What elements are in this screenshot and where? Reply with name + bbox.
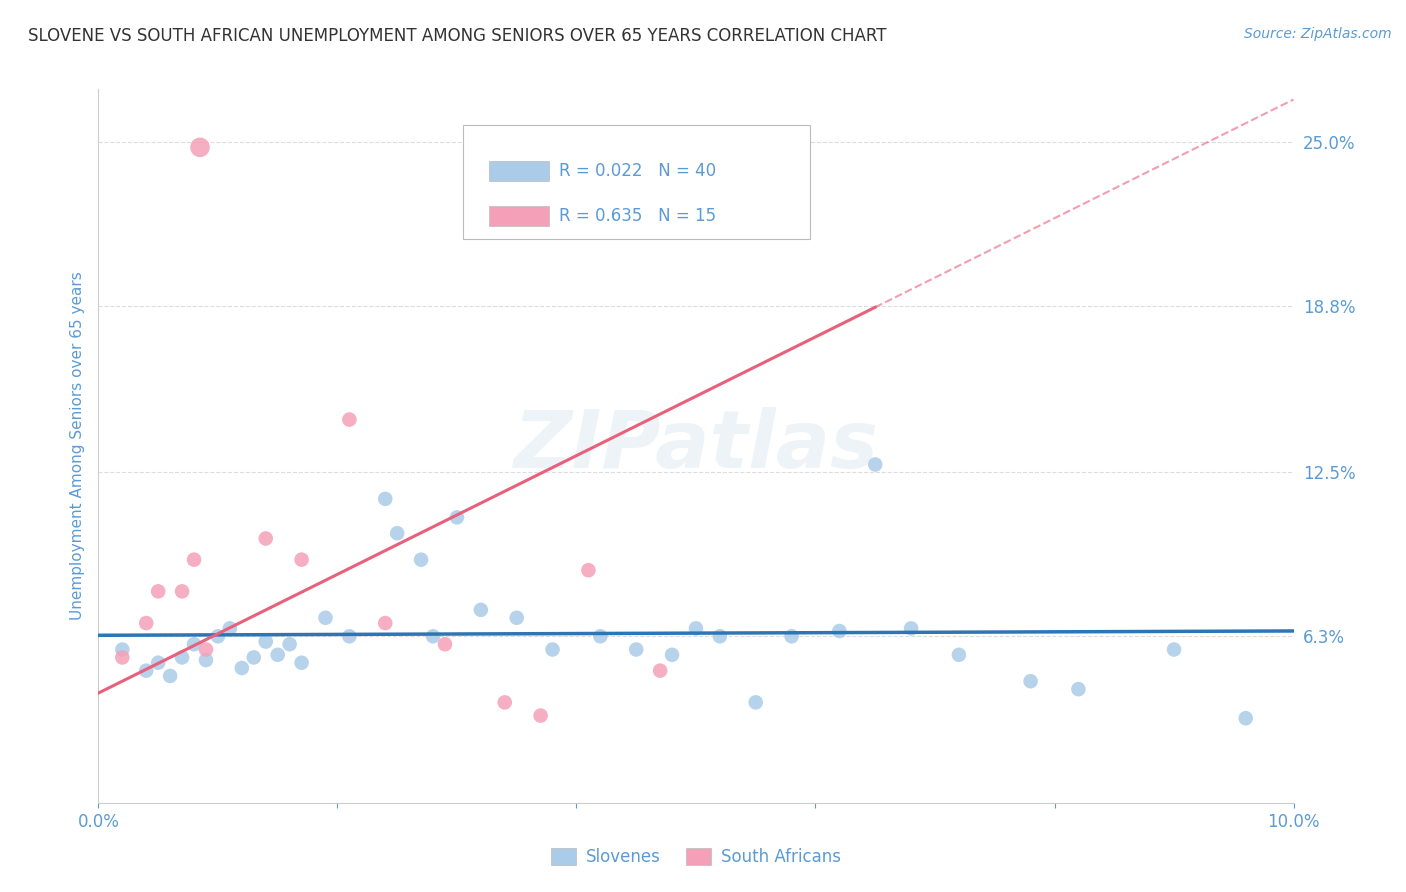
FancyBboxPatch shape xyxy=(463,125,810,239)
Point xyxy=(745,695,768,709)
Point xyxy=(900,621,922,635)
Point xyxy=(111,642,134,657)
Point xyxy=(135,616,157,631)
Text: SLOVENE VS SOUTH AFRICAN UNEMPLOYMENT AMONG SENIORS OVER 65 YEARS CORRELATION CH: SLOVENE VS SOUTH AFRICAN UNEMPLOYMENT AM… xyxy=(28,27,887,45)
Point xyxy=(506,611,529,625)
Point xyxy=(434,637,457,651)
Text: Source: ZipAtlas.com: Source: ZipAtlas.com xyxy=(1244,27,1392,41)
Point xyxy=(291,552,314,566)
Point xyxy=(422,629,444,643)
Point xyxy=(661,648,683,662)
Point xyxy=(446,510,468,524)
Point xyxy=(195,642,218,657)
Point xyxy=(111,650,134,665)
Legend: Slovenes, South Africans: Slovenes, South Africans xyxy=(544,841,848,873)
Point xyxy=(195,653,218,667)
Point xyxy=(172,584,194,599)
Point xyxy=(183,552,205,566)
Point xyxy=(135,664,157,678)
Point xyxy=(278,637,301,651)
Point xyxy=(709,629,731,643)
Point xyxy=(1067,682,1090,697)
Point xyxy=(374,491,396,506)
Point xyxy=(267,648,290,662)
Point xyxy=(529,708,551,723)
Point xyxy=(650,664,672,678)
Point xyxy=(148,656,170,670)
Text: R = 0.022   N = 40: R = 0.022 N = 40 xyxy=(560,161,716,179)
Point xyxy=(231,661,253,675)
Point xyxy=(685,621,707,635)
Point xyxy=(183,637,205,651)
Point xyxy=(828,624,851,638)
Point xyxy=(411,552,433,566)
Point xyxy=(948,648,970,662)
Point xyxy=(159,669,181,683)
Point xyxy=(243,650,266,665)
Point xyxy=(339,629,360,643)
Point xyxy=(385,526,409,541)
Text: ZIPatlas: ZIPatlas xyxy=(513,407,879,485)
Point xyxy=(578,563,600,577)
Point xyxy=(589,629,612,643)
Point xyxy=(219,621,242,635)
Point xyxy=(541,642,564,657)
Point xyxy=(315,611,337,625)
Point xyxy=(148,584,170,599)
Text: R = 0.635   N = 15: R = 0.635 N = 15 xyxy=(560,207,716,225)
Point xyxy=(780,629,803,643)
Point xyxy=(188,140,211,154)
Y-axis label: Unemployment Among Seniors over 65 years: Unemployment Among Seniors over 65 years xyxy=(69,272,84,620)
FancyBboxPatch shape xyxy=(489,161,550,180)
Point xyxy=(254,634,277,648)
Point xyxy=(1163,642,1185,657)
Point xyxy=(626,642,648,657)
Point xyxy=(865,458,887,472)
Point xyxy=(1234,711,1257,725)
Point xyxy=(494,695,516,709)
Point xyxy=(470,603,492,617)
Point xyxy=(207,629,229,643)
Point xyxy=(254,532,277,546)
Point xyxy=(1019,674,1042,689)
Point xyxy=(339,412,360,426)
Point xyxy=(172,650,194,665)
Point xyxy=(291,656,314,670)
Point xyxy=(374,616,396,631)
FancyBboxPatch shape xyxy=(489,206,550,226)
